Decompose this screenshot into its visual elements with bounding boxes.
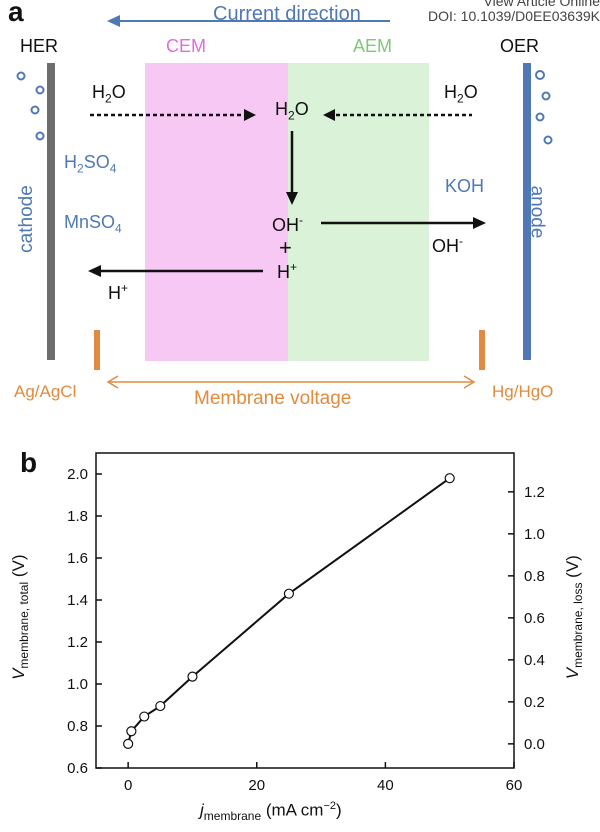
mnso4-label: MnSO4 bbox=[64, 212, 122, 236]
x-tick-label: 60 bbox=[506, 777, 523, 794]
series-line bbox=[127, 477, 451, 745]
bubble-icon bbox=[535, 70, 545, 80]
reaction-arrows bbox=[88, 109, 486, 277]
panel-a-letter: a bbox=[8, 0, 24, 27]
h2o-right-label: H2O bbox=[444, 82, 478, 106]
y-tick-label: 1.0 bbox=[67, 676, 88, 693]
membrane-voltage-chart: 0 20 40 60 0.60.81.01.21.41.61.82.0 0.00.20… bbox=[67, 452, 545, 794]
x-axis-ticks: 0 20 40 60 bbox=[124, 762, 522, 794]
y-axis-ticks: 0.6 0.8 1.0 1.2 1.4 1.6 1.8 2.0 bbox=[67, 466, 102, 777]
y-tick-label: 0.6 bbox=[67, 760, 88, 777]
h-left-label: H+ bbox=[108, 281, 129, 303]
bubble-icon bbox=[541, 91, 551, 101]
aem-membrane bbox=[288, 63, 429, 361]
y-axis-label: Vmembrane, total (V) bbox=[8, 554, 32, 680]
membrane-voltage-arrow bbox=[106, 375, 476, 389]
bubble-icon bbox=[16, 71, 26, 81]
data-point bbox=[187, 671, 198, 682]
aem-label: AEM bbox=[353, 36, 393, 56]
y2-axis-label: Vmembrane, loss (V) bbox=[562, 555, 586, 680]
y2-axis-ticks: 0.0 0.2 0.4 0.6 0.8 1.0 1.2 bbox=[508, 484, 545, 753]
data-point bbox=[123, 738, 134, 749]
y2-tick-label: 0.0 bbox=[524, 736, 545, 753]
membrane-voltage-label: Membrane voltage bbox=[194, 388, 352, 409]
h2so4-label: H2SO4 bbox=[64, 152, 117, 176]
bubble-icon bbox=[30, 105, 40, 115]
bubbles bbox=[16, 70, 553, 145]
oh-center-label: OH- bbox=[272, 213, 303, 235]
bubble-icon bbox=[35, 131, 45, 141]
current-direction-label: Current direction bbox=[213, 3, 361, 25]
view-article-online-link[interactable]: View Article Online bbox=[483, 0, 600, 9]
oh-right-label: OH- bbox=[432, 234, 463, 256]
hg-hgo-label: Hg/HgO bbox=[492, 382, 554, 401]
y-tick-label: 0.8 bbox=[67, 718, 88, 735]
plot-frame bbox=[95, 452, 515, 769]
data-point bbox=[155, 700, 166, 712]
y2-tick-label: 0.8 bbox=[524, 568, 545, 585]
cem-label: CEM bbox=[166, 36, 206, 56]
y-tick-label: 1.2 bbox=[67, 634, 88, 651]
data-point bbox=[126, 726, 137, 737]
h2o-left-label: H2O bbox=[92, 82, 126, 106]
h2o-center-label: H2O bbox=[275, 99, 309, 123]
y-tick-label: 2.0 bbox=[67, 466, 88, 483]
y2-tick-label: 1.0 bbox=[524, 526, 545, 543]
y2-tick-label: 1.2 bbox=[524, 484, 545, 501]
doi-header: View Article Online DOI: 10.1039/D0EE036… bbox=[428, 0, 600, 25]
y-tick-label: 1.8 bbox=[67, 508, 88, 525]
x-tick-label: 20 bbox=[248, 777, 265, 794]
x-tick-label: 0 bbox=[124, 777, 132, 794]
hg-hgo-electrode bbox=[479, 330, 485, 370]
ag-agcl-label: Ag/AgCl bbox=[14, 382, 77, 401]
bubble-icon bbox=[535, 112, 545, 122]
bubble-icon bbox=[543, 135, 553, 145]
x-tick-label: 40 bbox=[377, 777, 394, 794]
oer-label: OER bbox=[500, 36, 540, 56]
plus-sign: + bbox=[279, 235, 292, 260]
doi-text[interactable]: DOI: 10.1039/D0EE03639K bbox=[427, 8, 600, 25]
panel-b-letter: b bbox=[20, 447, 38, 478]
h-center-label: H+ bbox=[277, 260, 298, 282]
bubble-icon bbox=[35, 85, 45, 95]
y2-tick-label: 0.4 bbox=[524, 652, 545, 669]
x-axis-label: jmembrane (mA cm−2) bbox=[200, 800, 342, 824]
current-direction-arrow bbox=[107, 15, 390, 27]
her-label: HER bbox=[20, 36, 59, 56]
cem-membrane bbox=[145, 63, 288, 361]
y-tick-label: 1.6 bbox=[67, 550, 88, 567]
data-point bbox=[283, 588, 295, 599]
y2-tick-label: 0.6 bbox=[524, 610, 545, 627]
data-point bbox=[444, 473, 455, 484]
data-point bbox=[139, 711, 150, 722]
anode-electrode bbox=[523, 63, 531, 360]
cathode-electrode bbox=[47, 63, 55, 360]
ag-agcl-electrode bbox=[94, 330, 100, 370]
y2-tick-label: 0.2 bbox=[524, 694, 545, 711]
y-tick-label: 1.4 bbox=[67, 592, 88, 609]
koh-label: KOH bbox=[445, 176, 485, 196]
series-points bbox=[123, 473, 455, 749]
